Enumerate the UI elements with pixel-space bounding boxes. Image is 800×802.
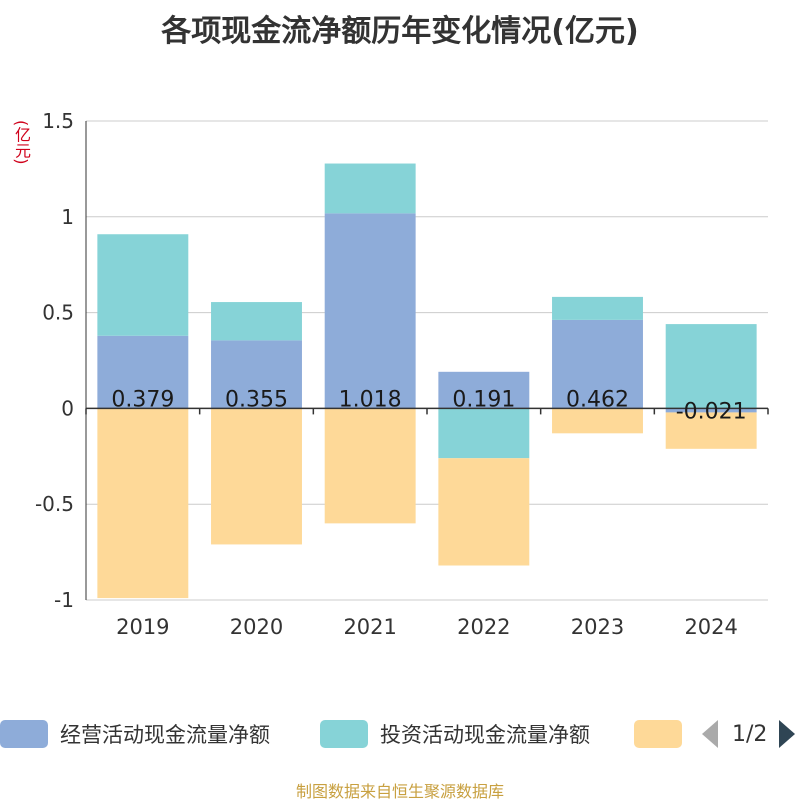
legend-label-operating: 经营活动现金流量净额 — [60, 723, 270, 747]
x-tick-label-2021: 2021 — [343, 615, 396, 639]
legend-label-investing: 投资活动现金流量净额 — [380, 723, 590, 747]
data-label-2022: 0.191 — [452, 387, 515, 412]
x-tick-label-2024: 2024 — [684, 615, 737, 639]
y-tick-label: 0 — [61, 396, 74, 420]
legend-item-investing[interactable]: 投资活动现金流量净额 — [320, 716, 590, 752]
bar-series1-2023 — [552, 296, 643, 320]
bar-series2-2019 — [97, 408, 189, 599]
y-axis-unit: (亿元) — [12, 120, 31, 165]
data-label-2019: 0.379 — [111, 387, 174, 412]
legend-next-page-icon[interactable] — [779, 720, 796, 748]
bar-series1-2021 — [324, 163, 416, 214]
data-label-2024: -0.021 — [676, 399, 747, 424]
bar-series0-2021 — [324, 213, 416, 409]
chart-title: 各项现金流净额历年变化情况(亿元) — [161, 14, 639, 49]
bar-series0-2023 — [552, 319, 643, 409]
bar-series1-2019 — [97, 234, 189, 336]
bar-series2-2020 — [211, 408, 302, 545]
x-tick-label-2019: 2019 — [116, 615, 169, 639]
legend-pager: 1/2 — [702, 716, 796, 752]
legend-swatch-investing — [320, 720, 368, 748]
bar-series0-2022 — [438, 371, 530, 409]
x-tick-label-2022: 2022 — [457, 615, 510, 639]
legend: 经营活动现金流量净额 投资活动现金流量净额 — [0, 716, 800, 756]
y-tick-label: 1 — [61, 205, 74, 229]
y-tick-label: 0.5 — [42, 301, 74, 325]
data-label-2020: 0.355 — [225, 387, 288, 412]
bar-series2-2022 — [438, 458, 530, 566]
bar-series1-2024 — [665, 324, 757, 409]
legend-prev-page-icon[interactable] — [702, 720, 718, 748]
x-tick-label-2023: 2023 — [571, 615, 624, 639]
data-label-2021: 1.018 — [339, 387, 402, 412]
legend-page-indicator: 1/2 — [732, 721, 768, 747]
y-tick-label: 1.5 — [42, 109, 74, 133]
bar-series1-2022 — [438, 408, 530, 459]
y-tick-label: -0.5 — [35, 492, 74, 516]
bar-series0-2019 — [97, 335, 189, 409]
legend-item-financing[interactable] — [634, 716, 694, 752]
bar-series0-2020 — [211, 340, 302, 409]
y-tick-label: -1 — [54, 588, 74, 612]
bar-series2-2023 — [552, 408, 643, 434]
data-label-2023: 0.462 — [566, 387, 629, 412]
bar-series2-2021 — [324, 408, 416, 524]
bar-series2-2024 — [665, 412, 757, 449]
legend-swatch-operating — [0, 720, 48, 748]
legend-swatch-financing — [634, 720, 682, 748]
data-source-note: 制图数据来自恒生聚源数据库 — [295, 782, 504, 801]
legend-item-operating[interactable]: 经营活动现金流量净额 — [0, 716, 270, 752]
x-tick-label-2020: 2020 — [230, 615, 283, 639]
bar-series0-2024 — [665, 408, 757, 413]
bar-series1-2020 — [211, 302, 302, 341]
